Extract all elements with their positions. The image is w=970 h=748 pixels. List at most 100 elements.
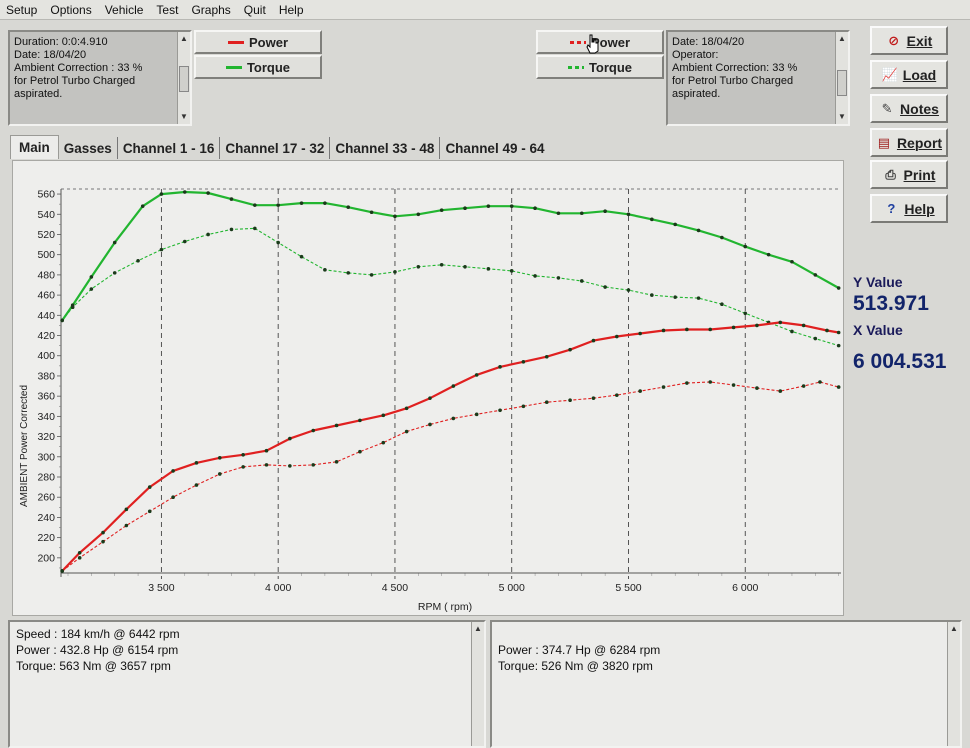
legend-torque-run2[interactable]: Torque [536,55,664,79]
tab-channel-49-64[interactable]: Channel 49 - 64 [445,140,545,156]
power-point [451,416,456,421]
power-point [194,461,199,465]
power-point [568,347,572,352]
torque-point [159,247,164,252]
dyno-chart[interactable]: 3 500 4 000 4 500 5 000 5 500 6 000 200 220 240 2… [13,161,845,617]
power-point [544,354,549,359]
power-point [77,550,82,555]
torque-point [673,222,677,227]
y-tick-label: 280 [37,472,55,484]
power-point [836,385,841,389]
tab-channel-33-48[interactable]: Channel 33 - 48 [330,137,441,159]
power-point [358,449,362,454]
legend-power-run2[interactable]: Power [536,30,664,54]
power-point [825,328,829,333]
power-point [778,389,783,393]
torque-point [229,227,234,232]
load-button[interactable]: 📈 Load [870,60,948,89]
torque-point [60,318,64,323]
legend-torque-run1[interactable]: Torque [194,55,322,79]
y-tick-label: 380 [37,370,55,382]
menu-help[interactable]: Help [278,2,304,17]
left-info-scrollbar[interactable]: ▲ ▼ [177,32,190,124]
y-tick-label: 300 [37,451,55,463]
torque-point [743,244,748,249]
run1-summary-scrollbar[interactable]: ▲ [471,622,484,746]
scroll-down-icon[interactable]: ▼ [180,112,188,121]
x-tick-label: 5 000 [499,582,525,594]
scroll-thumb[interactable] [837,70,847,96]
run1-speed: Speed : 184 km/h @ 6442 rpm [16,627,180,641]
chart-icon: 📈 [881,66,898,82]
menu-test[interactable]: Test [156,2,179,17]
run1-summary: Speed : 184 km/h @ 6442 rpm Power : 432.… [8,620,486,748]
notes-icon: ✎ [881,100,893,116]
tab-gasses[interactable]: Gasses [59,137,118,159]
help-button[interactable]: ? Help [870,194,948,223]
torque-point [70,305,75,310]
menu-setup[interactable]: Setup [6,2,38,17]
left-info-correction-type: for Petrol Turbo Charged [14,75,136,87]
dyno-chart-panel[interactable]: 3 500 4 000 4 500 5 000 5 500 6 000 200 220 240 2… [12,160,844,616]
y-value-label: Y Value [853,274,903,290]
x-tick-label: 5 500 [615,582,641,594]
power-point [498,408,502,413]
power-solid-swatch-icon [227,40,244,44]
right-info-correction: Ambient Correction: 33 % [672,62,798,74]
power-point [568,398,572,402]
scroll-up-icon[interactable]: ▲ [950,624,958,633]
y-tick-label: 500 [37,249,55,261]
report-button[interactable]: ▤ Report [870,128,948,157]
menu-options[interactable]: Options [50,2,92,17]
power-point [591,396,596,400]
tab-channel-1-16[interactable]: Channel 1 - 16 [118,137,221,159]
scroll-thumb[interactable] [179,66,189,92]
menu-vehicle[interactable]: Vehicle [104,2,144,17]
run2-summary-scrollbar[interactable]: ▲ [947,622,960,746]
y-tick-label: 240 [37,512,55,524]
scroll-up-icon[interactable]: ▲ [838,34,846,43]
legend-power-run1[interactable]: Power [194,30,322,54]
y-tick-label: 360 [37,391,55,403]
right-info-operator: Operator: [672,49,719,61]
power-point [615,393,619,397]
torque-point [229,197,234,201]
y-tick-label: 340 [37,411,55,423]
right-info-scrollbar[interactable]: ▲ ▼ [835,32,848,124]
torque-point [813,336,818,341]
power-point [474,412,479,417]
run1-power: Power : 432.8 Hp @ 6154 rpm [16,643,179,657]
torque-point [112,240,117,245]
y-axis-label: AMBIENT Power Corrected [19,385,30,507]
power-point [451,384,456,388]
torque-point [439,262,444,267]
scroll-up-icon[interactable]: ▲ [180,34,188,43]
power-point [661,385,666,389]
torque-point [720,302,724,306]
torque-point [790,329,794,334]
menu-quit[interactable]: Quit [243,2,266,17]
exit-button[interactable]: ⊘ Exit [870,26,948,55]
y-tick-label: 320 [37,431,55,443]
torque-dashed-line [61,227,839,347]
power-point [124,523,129,528]
power-point [288,436,292,441]
legend-torque-label: Torque [246,59,291,75]
scroll-up-icon[interactable]: ▲ [474,624,482,633]
menu-graphs[interactable]: Graphs [191,2,231,17]
notes-button[interactable]: ✎ Notes [870,94,948,123]
torque-point [206,191,210,195]
power-point [708,380,713,384]
power-point [311,463,316,467]
torque-point [253,226,257,231]
power-point [171,495,175,500]
power-point [404,406,409,411]
print-button[interactable]: ⎙ Print [870,160,948,189]
torque-point [579,211,584,216]
power-point [358,418,362,423]
tab-channel-17-32[interactable]: Channel 17 - 32 [220,137,331,159]
tab-main[interactable]: Main [10,135,59,159]
torque-point [206,232,210,237]
scroll-down-icon[interactable]: ▼ [838,112,846,121]
torque-point [790,259,794,264]
